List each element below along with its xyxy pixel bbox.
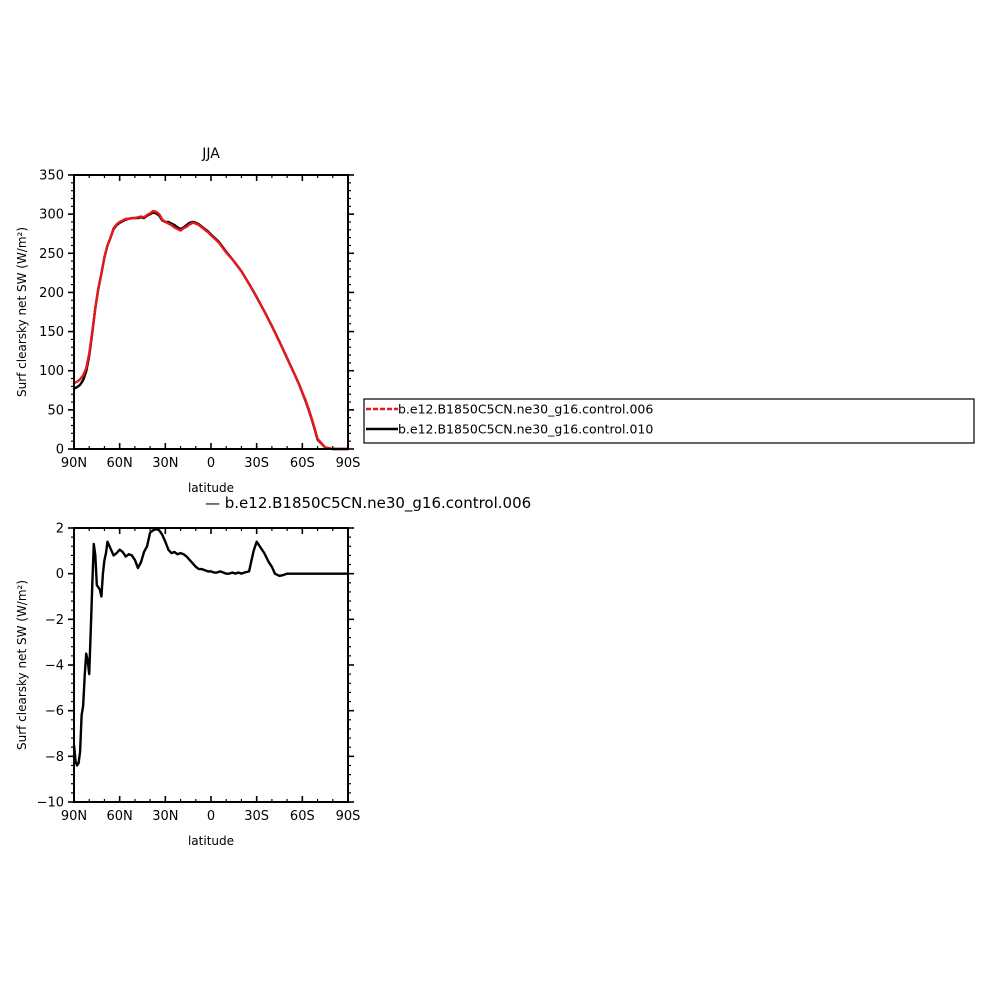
top-x-tick-label: 90N — [61, 456, 87, 471]
bottom-x-tick-label: 30S — [244, 809, 269, 824]
top-y-axis-title: Surf clearsky net SW (W/m²) — [15, 227, 29, 397]
bottom-y-tick-label: −10 — [37, 796, 64, 811]
top-series-line-2 — [72, 211, 350, 451]
top-y-tick-label: 0 — [56, 443, 64, 458]
bottom-x-tick-label: 60S — [290, 809, 315, 824]
top-y-tick-label: 250 — [39, 247, 64, 262]
bottom-y-tick-label: −4 — [45, 659, 64, 674]
bottom-x-tick-label: 90N — [61, 809, 87, 824]
top-legend: b.e12.B1850C5CN.ne30_g16.control.006 b.e1… — [363, 398, 975, 444]
bottom-x-tick-label: 30N — [152, 809, 178, 824]
top-x-tick-label: 60S — [290, 456, 315, 471]
legend-label-1: b.e12.B1850C5CN.ne30_g16.control.006 — [398, 402, 653, 417]
top-panel-title: JJA — [201, 146, 220, 162]
bottom-x-tick-label: 60N — [107, 809, 133, 824]
bottom-y-tick-label: 2 — [56, 522, 64, 537]
bottom-plot-frame — [73, 527, 349, 803]
bottom-y-tick-label: −8 — [45, 750, 64, 765]
bottom-y-axis-title: Surf clearsky net SW (W/m²) — [15, 580, 29, 750]
bottom-panel-title: — b.e12.B1850C5CN.ne30_g16.control.006 — [205, 494, 531, 513]
top-y-tick-label: 300 — [39, 208, 64, 223]
legend-frame — [363, 398, 975, 444]
top-series-line-1 — [72, 209, 350, 451]
legend-label-2: b.e12.B1850C5CN.ne30_g16.control.010 — [398, 422, 653, 437]
top-x-tick-label: 30S — [244, 456, 269, 471]
top-x-tick-label: 90S — [336, 456, 361, 471]
bottom-series-line-1 — [72, 527, 350, 767]
bottom-x-tick-label: 90S — [336, 809, 361, 824]
top-y-tick-label: 200 — [39, 286, 64, 301]
bottom-x-tick-label: 0 — [207, 809, 215, 824]
top-y-tick-label: 350 — [39, 169, 64, 184]
bottom-y-tick-label: −6 — [45, 704, 64, 719]
top-y-tick-label: 100 — [39, 364, 64, 379]
top-y-tick-label: 150 — [39, 325, 64, 340]
bottom-x-axis-title: latitude — [188, 834, 234, 848]
top-x-tick-label: 60N — [107, 456, 133, 471]
top-y-tick-label: 50 — [47, 403, 64, 418]
top-x-axis-title: latitude — [188, 481, 234, 495]
bottom-panel: — b.e12.B1850C5CN.ne30_g16.control.006 9… — [15, 494, 531, 848]
bottom-y-tick-label: −2 — [45, 613, 64, 628]
top-panel: JJA 90N 60N 30N 0 30S 60S 90S 0 50 100 150 200 250 30… — [15, 146, 360, 495]
top-x-tick-label: 30N — [152, 456, 178, 471]
bottom-y-tick-label: 0 — [56, 567, 64, 582]
top-x-tick-label: 0 — [207, 456, 215, 471]
